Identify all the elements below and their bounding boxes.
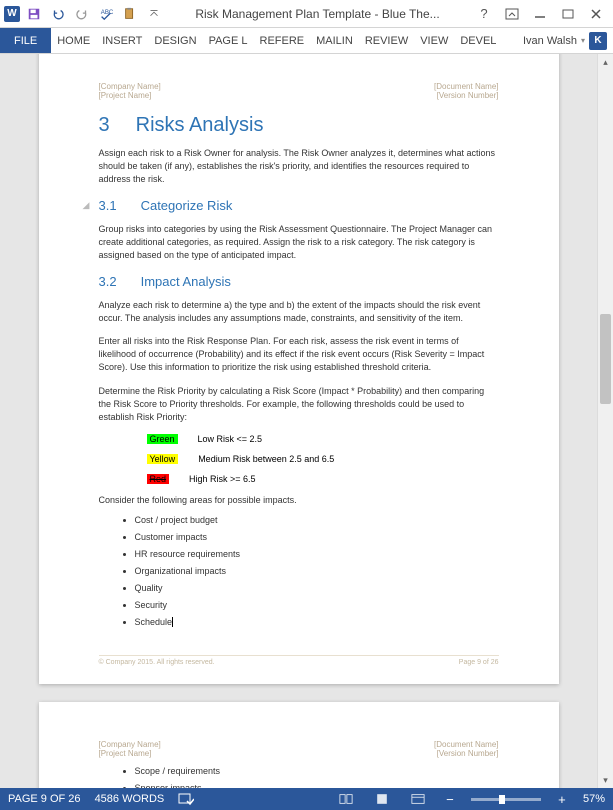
threshold-desc: Medium Risk between 2.5 and 6.5 [198, 454, 334, 464]
qat-customize-icon[interactable] [144, 4, 164, 24]
zoom-out-button[interactable]: − [443, 792, 457, 807]
threshold-row: Green Low Risk <= 2.5 [147, 434, 499, 444]
page-header: [Company Name] [Project Name] [Document … [99, 740, 499, 758]
svg-text:ABC: ABC [101, 9, 113, 16]
threshold-desc: High Risk >= 6.5 [189, 474, 256, 484]
redo-icon[interactable] [72, 4, 92, 24]
word-count[interactable]: 4586 WORDS [95, 793, 165, 805]
window-controls: ? [471, 4, 609, 24]
header-company: [Company Name] [99, 82, 161, 91]
quick-access-toolbar: W ABC [4, 4, 164, 24]
list-item: Scope / requirements [135, 766, 499, 776]
header-docname: [Document Name] [434, 740, 498, 749]
help-icon[interactable]: ? [471, 4, 497, 24]
read-mode-icon[interactable] [335, 791, 357, 807]
page-container: [Company Name] [Project Name] [Document … [0, 54, 597, 788]
threshold-desc: Low Risk <= 2.5 [198, 434, 263, 444]
title-bar: W ABC Risk Management Plan Template - Bl… [0, 0, 613, 28]
window-title: Risk Management Plan Template - Blue The… [164, 7, 471, 21]
page-indicator[interactable]: PAGE 9 OF 26 [8, 793, 81, 805]
list-item: Security [135, 600, 499, 610]
ribbon-tabs: FILE HOME INSERT DESIGN PAGE L REFERE MA… [0, 28, 613, 54]
scroll-thumb[interactable] [600, 314, 611, 404]
scroll-up-icon[interactable]: ▴ [598, 54, 613, 70]
highlight-green: Green [147, 434, 178, 444]
word-app-icon[interactable]: W [4, 6, 20, 22]
tab-review[interactable]: REVIEW [359, 28, 414, 53]
zoom-in-button[interactable]: + [555, 792, 569, 807]
list-item: HR resource requirements [135, 549, 499, 559]
minimize-icon[interactable] [527, 4, 553, 24]
collapse-icon[interactable]: ◢ [83, 200, 90, 211]
list-item: Customer impacts [135, 532, 499, 542]
user-badge: K [589, 32, 607, 50]
h2-number: 3.2 [99, 274, 117, 289]
body-paragraph: Enter all risks into the Risk Response P… [99, 335, 499, 374]
paste-icon[interactable] [120, 4, 140, 24]
proofing-icon[interactable] [178, 792, 194, 806]
h1-text: Risks Analysis [136, 114, 264, 137]
user-account[interactable]: Ivan Walsh ▾ K [517, 28, 613, 53]
save-icon[interactable] [24, 4, 44, 24]
body-paragraph: Consider the following areas for possibl… [99, 494, 499, 507]
document-page[interactable]: [Company Name] [Project Name] [Document … [39, 54, 559, 684]
tab-mailings[interactable]: MAILIN [310, 28, 359, 53]
bullet-list: Scope / requirements Sponsor impacts [135, 766, 499, 788]
footer-pagenum: Page 9 of 26 [459, 659, 499, 666]
page-header: [Company Name] [Project Name] [Document … [99, 82, 499, 100]
h2-text: Categorize Risk [141, 198, 233, 213]
spellcheck-icon[interactable]: ABC [96, 4, 116, 24]
h2-text: Impact Analysis [141, 274, 231, 289]
threshold-row: Yellow Medium Risk between 2.5 and 6.5 [147, 454, 499, 464]
body-paragraph: Group risks into categories by using the… [99, 223, 499, 262]
web-layout-icon[interactable] [407, 791, 429, 807]
header-docname: [Document Name] [434, 82, 498, 91]
highlight-red: Red [147, 474, 170, 484]
list-item: Organizational impacts [135, 566, 499, 576]
list-item: Quality [135, 583, 499, 593]
list-item: Schedule [135, 617, 499, 628]
h2-number: 3.1 [99, 198, 117, 213]
footer-copyright: © Company 2015. All rights reserved. [99, 659, 215, 666]
list-item: Cost / project budget [135, 515, 499, 525]
tab-developer[interactable]: DEVEL [454, 28, 502, 53]
close-icon[interactable] [583, 4, 609, 24]
file-tab[interactable]: FILE [0, 28, 51, 53]
maximize-icon[interactable] [555, 4, 581, 24]
header-version: [Version Number] [434, 749, 498, 758]
vertical-scrollbar[interactable]: ▴ ▾ [597, 54, 613, 788]
highlight-yellow: Yellow [147, 454, 179, 464]
threshold-row: Red High Risk >= 6.5 [147, 474, 499, 484]
status-bar: PAGE 9 OF 26 4586 WORDS − + 57% [0, 788, 613, 810]
h1-number: 3 [99, 114, 110, 137]
zoom-slider[interactable] [471, 798, 541, 801]
tab-references[interactable]: REFERE [254, 28, 311, 53]
header-project: [Project Name] [99, 749, 161, 758]
bullet-list: Cost / project budget Customer impacts H… [135, 515, 499, 628]
print-layout-icon[interactable] [371, 791, 393, 807]
document-area: [Company Name] [Project Name] [Document … [0, 54, 613, 788]
tab-design[interactable]: DESIGN [148, 28, 202, 53]
body-paragraph: Assign each risk to a Risk Owner for ana… [99, 147, 499, 186]
document-page[interactable]: [Company Name] [Project Name] [Document … [39, 702, 559, 788]
page-footer: © Company 2015. All rights reserved. Pag… [99, 655, 499, 666]
heading-1: 3 Risks Analysis [99, 114, 499, 137]
zoom-level[interactable]: 57% [583, 793, 605, 805]
tab-insert[interactable]: INSERT [96, 28, 148, 53]
heading-2: ◢ 3.1 Categorize Risk [99, 198, 499, 213]
header-version: [Version Number] [434, 91, 498, 100]
header-project: [Project Name] [99, 91, 161, 100]
ribbon-display-icon[interactable] [499, 4, 525, 24]
undo-icon[interactable] [48, 4, 68, 24]
heading-2: 3.2 Impact Analysis [99, 274, 499, 289]
user-name: Ivan Walsh [523, 35, 577, 47]
tab-view[interactable]: VIEW [414, 28, 454, 53]
tab-home[interactable]: HOME [51, 28, 96, 53]
header-company: [Company Name] [99, 740, 161, 749]
scroll-down-icon[interactable]: ▾ [598, 772, 613, 788]
body-paragraph: Determine the Risk Priority by calculati… [99, 385, 499, 424]
tab-page-layout[interactable]: PAGE L [203, 28, 254, 53]
body-paragraph: Analyze each risk to determine a) the ty… [99, 299, 499, 325]
